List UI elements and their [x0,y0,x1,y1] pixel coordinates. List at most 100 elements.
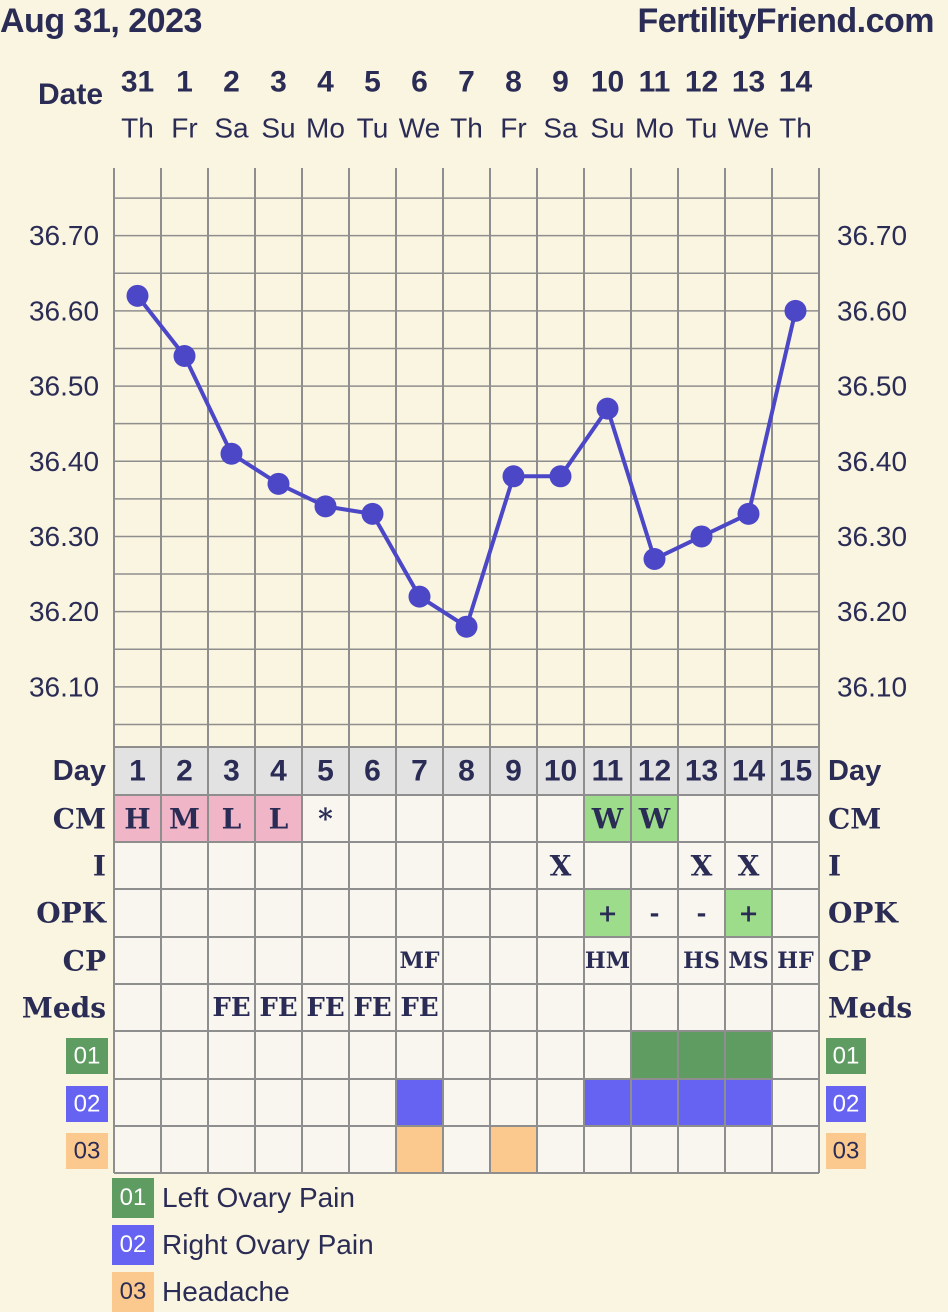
table-cell [631,889,678,937]
symptom-badge-right-03 [826,1133,866,1169]
temp-point-4 [267,472,290,495]
table-cell [396,1031,443,1079]
legend-label-01: Left Ovary Pain [162,1182,355,1213]
table-cell [349,747,396,795]
table-cell [161,795,208,842]
cycle-day-14: 14 [732,755,766,788]
table-cell [678,984,725,1031]
cycle-day-9: 9 [505,755,522,788]
table-cell [349,1126,396,1173]
legend-item-02: 02 Right Ovary Pain [112,1225,374,1265]
table-cell [255,889,302,937]
temp-point-14 [737,502,760,525]
table-cell [584,984,631,1031]
table-cell [725,747,772,795]
table-cell [396,889,443,937]
symptom-badge-left-02 [66,1086,108,1122]
table-cell [349,984,396,1031]
cell-cm-1: H [124,803,150,836]
table-cell [772,747,819,795]
table-cell [537,1031,584,1079]
temp-point-12 [643,548,666,571]
table-cell [772,937,819,984]
table-cell [114,889,161,937]
table-cell [114,1079,161,1126]
date-label-9: 9 [552,66,569,99]
table-cell [537,842,584,889]
row-label-opk-right: OPK [828,897,899,930]
row-label-cp-left: CP [63,945,106,978]
row-label-cm-left: CM [53,803,106,836]
date-label-8: 8 [505,66,522,99]
table-cell [584,1079,631,1126]
legend-label-02: Right Ovary Pain [162,1229,374,1260]
table-cell [443,1031,490,1079]
table-cell [772,984,819,1031]
cycle-day-11: 11 [592,755,624,788]
table-cell [490,795,537,842]
row-label-cm-right: CM [828,803,881,836]
table-cell [349,889,396,937]
table-cell [161,1031,208,1079]
table-cell [396,1126,443,1173]
table-cell [678,889,725,937]
table-cell [537,984,584,1031]
table-cell [208,937,255,984]
table-cell [772,795,819,842]
cycle-day-1: 1 [129,755,146,788]
table-cell [631,747,678,795]
symptom-badge-right-01 [826,1038,866,1074]
table-cell [114,842,161,889]
date-label-13: 13 [732,66,765,99]
table-cell [255,842,302,889]
table-cell [772,1031,819,1079]
table-cell [631,1126,678,1173]
table-cell [490,937,537,984]
table-cell [678,1126,725,1173]
cell-meds-6: FE [353,993,391,1023]
legend-item-03: 03 Headache [112,1272,290,1312]
cell-opk-11: + [597,899,617,928]
table-cell [537,937,584,984]
symptom-code-left-03: 03 [74,1138,101,1165]
table-cell [678,842,725,889]
temp-point-3 [220,442,243,465]
table-cell [114,795,161,842]
date-label-2: 2 [223,66,240,99]
table-cell [725,1031,772,1079]
symptom-code-right-03: 03 [833,1138,860,1165]
legend-swatch-01: 01 [112,1178,154,1218]
row-label-opk-left: OPK [36,897,107,930]
temp-point-2 [173,344,196,367]
table-cell [584,937,631,984]
temp-point-13 [690,525,713,548]
cell-cp-15: HF [777,948,814,974]
table-cell [349,842,396,889]
weekday-label-8: Fr [500,113,526,144]
ytick-right-3: 36.40 [837,446,907,477]
weekday-label-12: Tu [686,113,718,144]
temp-point-11 [596,397,619,420]
table-cell [114,1126,161,1173]
cycle-day-15: 15 [779,755,812,788]
site-name[interactable]: FertilityFriend.com [637,2,934,40]
table-cell [255,747,302,795]
row-label-i-right: I [828,850,841,883]
cell-opk-14: + [738,899,758,928]
cell-cm-5: * [318,803,333,836]
row-label-day-left: Day [53,755,106,787]
table-cell [349,795,396,842]
table-cell [161,937,208,984]
date-label-1: 1 [176,66,193,99]
table-cell [584,889,631,937]
ytick-left-0: 36.70 [29,220,99,251]
cell-opk-13: - [697,899,707,928]
table-cell [490,1079,537,1126]
table-cell [208,842,255,889]
cell-meds-3: FE [212,993,250,1023]
table-cell [208,984,255,1031]
symptom-code-left-02: 02 [74,1091,101,1118]
table-cell [631,1031,678,1079]
cycle-day-8: 8 [458,755,475,788]
temp-point-15 [784,299,807,322]
